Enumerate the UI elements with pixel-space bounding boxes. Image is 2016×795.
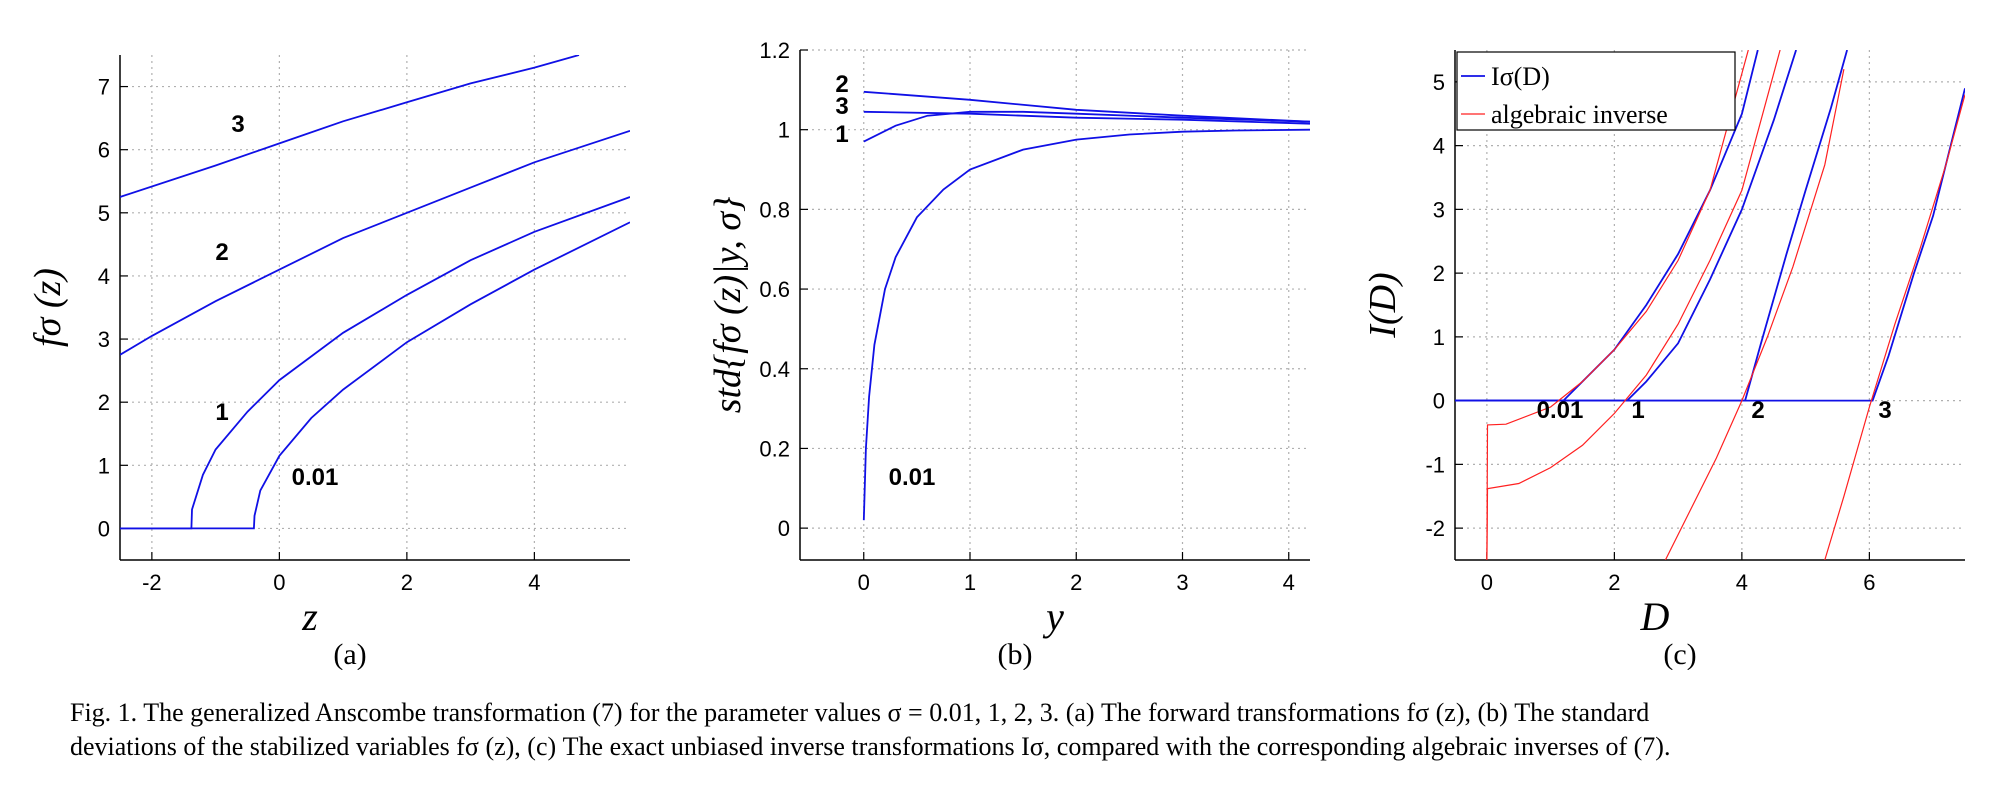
- y-tick-label: -2: [1425, 516, 1445, 541]
- y-tick-label: 0.8: [759, 197, 790, 222]
- y-tick-label: 1.2: [759, 38, 790, 63]
- x-axis-label: D: [1640, 594, 1670, 639]
- series-line: [1664, 68, 1845, 560]
- x-tick-label: 0: [273, 570, 285, 595]
- legend-label: Iσ(D): [1491, 62, 1550, 91]
- x-tick-label: 6: [1863, 570, 1875, 595]
- y-tick-label: 0: [1433, 389, 1445, 414]
- series-line: [1455, 50, 1759, 402]
- y-tick-label: 4: [98, 264, 110, 289]
- y-tick-label: 1: [98, 453, 110, 478]
- series-line: [120, 221, 630, 530]
- caption-line-1: Fig. 1. The generalized Anscombe transfo…: [70, 698, 1650, 727]
- figure-caption: Fig. 1. The generalized Anscombe transfo…: [70, 696, 1970, 764]
- series-annotation: 1: [835, 121, 848, 148]
- panel-c-label: (c): [1663, 638, 1696, 670]
- series-line: [862, 128, 1310, 521]
- x-tick-label: 0: [1481, 570, 1493, 595]
- x-tick-label: 3: [1176, 570, 1188, 595]
- series-line: [1455, 88, 1965, 402]
- series-line: [863, 110, 1310, 125]
- series-line: [120, 55, 580, 198]
- y-tick-label: 7: [98, 75, 110, 100]
- series-line: [863, 110, 1310, 143]
- legend-label: algebraic inverse: [1491, 100, 1668, 129]
- series-annotation: 0.01: [292, 464, 339, 491]
- y-tick-label: 2: [1433, 261, 1445, 286]
- x-tick-label: 2: [401, 570, 413, 595]
- y-axis-label: std{fσ (z)|y, σ}: [707, 197, 749, 414]
- y-tick-label: 4: [1433, 134, 1445, 159]
- panel-b-label: (b): [998, 638, 1033, 670]
- x-tick-label: 4: [1736, 570, 1748, 595]
- y-tick-label: 0: [98, 516, 110, 541]
- x-tick-label: 4: [1283, 570, 1295, 595]
- series-line: [1455, 50, 1797, 402]
- series-annotation: 3: [231, 111, 244, 138]
- y-tick-label: 0.6: [759, 277, 790, 302]
- series-line: [1824, 94, 1965, 560]
- y-tick-label: 0.4: [759, 357, 790, 382]
- x-axis-label: y: [1042, 594, 1064, 639]
- panel-a-label: (a): [333, 638, 366, 670]
- x-tick-label: 2: [1070, 570, 1082, 595]
- legend-box: [1456, 51, 1736, 131]
- y-tick-label: 1: [778, 118, 790, 143]
- y-tick-label: 1: [1433, 325, 1445, 350]
- x-tick-label: -2: [142, 570, 162, 595]
- y-tick-label: -1: [1425, 452, 1445, 477]
- y-tick-label: 0.2: [759, 436, 790, 461]
- panel-a: -2 0 2 4 0 1 2 3 4 5 6 7 z fσ (z) 3 2 1 0.01: [27, 55, 630, 639]
- series-annotation: 1: [1631, 397, 1644, 424]
- x-tick-label: 0: [858, 570, 870, 595]
- series-line: [120, 196, 630, 530]
- x-tick-label: 1: [964, 570, 976, 595]
- series-line: [1486, 50, 1781, 560]
- series-line: [1486, 50, 1749, 560]
- x-tick-label: 4: [528, 570, 540, 595]
- caption-line-2: deviations of the stabilized variables f…: [70, 732, 1671, 761]
- y-tick-label: 5: [98, 201, 110, 226]
- series-annotation: 1: [215, 399, 228, 426]
- series-annotation: 3: [835, 93, 848, 120]
- x-tick-label: 2: [1608, 570, 1620, 595]
- y-tick-label: 3: [1433, 197, 1445, 222]
- series-line: [120, 129, 630, 356]
- series-annotation: 2: [1751, 397, 1764, 424]
- y-axis-label: fσ (z): [27, 268, 69, 347]
- y-tick-label: 6: [98, 138, 110, 163]
- series-annotation: 0.01: [889, 464, 936, 491]
- y-tick-label: 3: [98, 327, 110, 352]
- y-axis-label: I(D): [1362, 272, 1404, 338]
- series-line: [863, 90, 1310, 123]
- series-annotation: 3: [1878, 397, 1891, 424]
- y-tick-label: 2: [98, 390, 110, 415]
- series-annotation: 0.01: [1537, 397, 1584, 424]
- series-annotation: 2: [835, 71, 848, 98]
- y-tick-label: 0: [778, 516, 790, 541]
- panel-c: 0 2 4 6 -2 -1 0 1 2 3 4 5 D I(D) 0.01 1 2 3 Iσ(D) algebraic…: [1362, 50, 1965, 639]
- x-axis-label: z: [301, 594, 318, 639]
- series-annotation: 2: [215, 239, 228, 266]
- y-tick-label: 5: [1433, 70, 1445, 95]
